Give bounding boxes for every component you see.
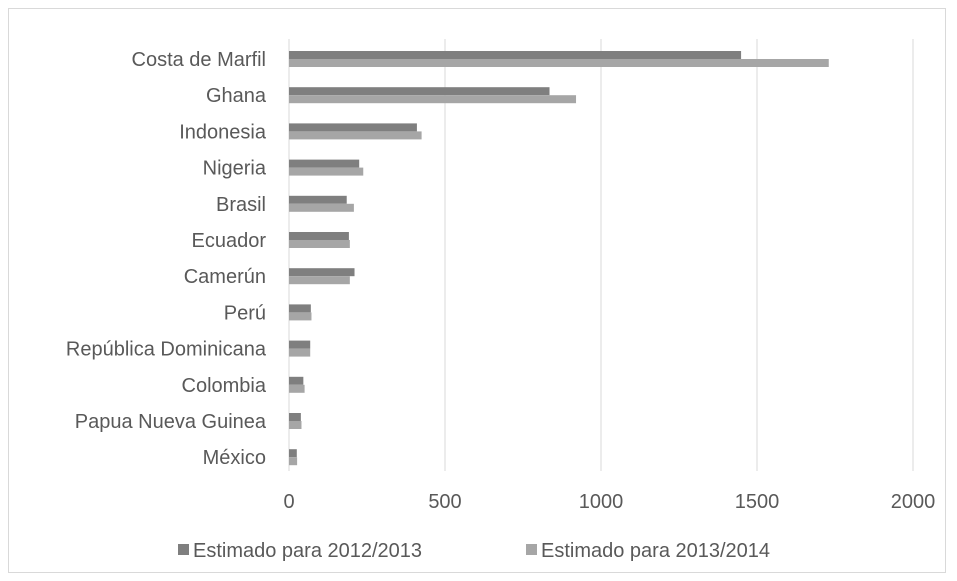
- legend-label-2013-2014: Estimado para 2013/2014: [541, 540, 770, 562]
- bar-chart: Costa de Marfil Ghana Indonesia Nigeria Bras…: [66, 39, 935, 562]
- chart-frame: Costa de Marfil Ghana Indonesia Nigeria Bras…: [8, 8, 946, 573]
- legend-label-2012-2013: Estimado para 2012/2013: [193, 540, 422, 562]
- bar-peru-series-1: [289, 304, 311, 313]
- legend-swatch-2013-2014: [526, 544, 537, 555]
- category-label-colombia: Colombia: [182, 375, 267, 397]
- bar-papua-nueva-guinea-series-2: [289, 421, 302, 429]
- x-tick-1000: 1000: [579, 491, 624, 513]
- category-labels: Costa de Marfil Ghana Indonesia Nigeria Bras…: [66, 49, 267, 469]
- bar-costa-de-marfil-series-1: [289, 51, 742, 59]
- category-label-indonesia: Indonesia: [179, 121, 267, 143]
- bar-colombia-series-1: [289, 376, 304, 385]
- bar-brasil-series-2: [289, 203, 354, 212]
- category-label-brasil: Brasil: [216, 194, 266, 216]
- bar-mexico-series-1: [289, 449, 297, 458]
- category-label-ghana: Ghana: [206, 85, 267, 107]
- category-label-ecuador: Ecuador: [192, 230, 267, 252]
- category-label-nigeria: Nigeria: [203, 158, 267, 180]
- legend: Estimado para 2012/2013 Estimado para 20…: [178, 540, 770, 562]
- bars: [289, 51, 829, 466]
- bar-peru-series-2: [289, 312, 312, 321]
- x-tick-2000: 2000: [891, 491, 936, 513]
- category-label-mexico: México: [203, 447, 266, 469]
- bar-nigeria-series-1: [289, 159, 360, 168]
- bar-camerun-series-2: [289, 276, 350, 285]
- category-label-peru: Perú: [224, 302, 266, 324]
- bar-mexico-series-2: [289, 457, 298, 466]
- x-tick-0: 0: [283, 491, 294, 513]
- bar-colombia-series-2: [289, 384, 305, 393]
- bar-papua-nueva-guinea-series-1: [289, 413, 301, 421]
- category-label-republica-dominicana: República Dominicana: [66, 339, 267, 361]
- bar-ghana-series-1: [289, 87, 550, 96]
- bar-nigeria-series-2: [289, 167, 364, 176]
- category-label-costa-de-marfil: Costa de Marfil: [132, 49, 267, 71]
- bar-indonesia-series-2: [289, 131, 422, 140]
- bar-republica-dominicana-series-1: [289, 340, 311, 349]
- bar-indonesia-series-1: [289, 123, 417, 132]
- bar-brasil-series-1: [289, 195, 347, 204]
- category-label-camerun: Camerún: [184, 266, 266, 288]
- category-label-papua-nueva-guinea: Papua Nueva Guinea: [75, 411, 267, 433]
- legend-swatch-2012-2013: [178, 544, 189, 555]
- x-tick-500: 500: [428, 491, 461, 513]
- bar-ghana-series-2: [289, 95, 577, 104]
- bar-ecuador-series-1: [289, 232, 349, 240]
- bar-costa-de-marfil-series-2: [289, 59, 829, 67]
- bar-camerun-series-1: [289, 268, 355, 277]
- x-tick-1500: 1500: [735, 491, 780, 513]
- bar-republica-dominicana-series-2: [289, 348, 311, 357]
- x-tick-labels: 0 500 1000 1500 2000: [283, 491, 935, 513]
- gridlines: [288, 39, 914, 471]
- bar-ecuador-series-2: [289, 240, 350, 248]
